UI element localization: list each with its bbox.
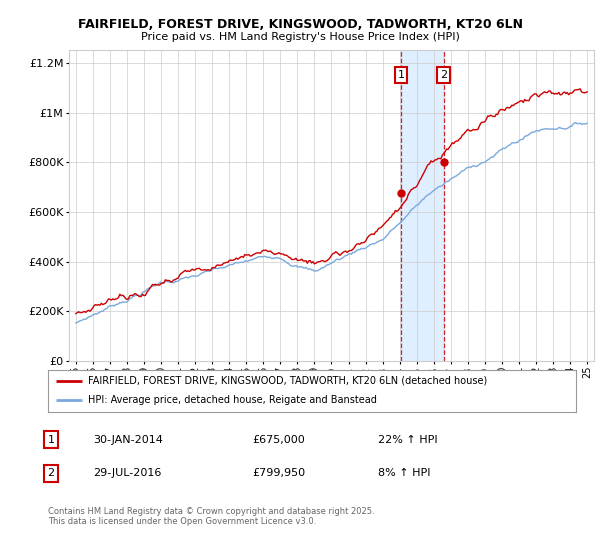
Text: 2: 2: [440, 70, 447, 80]
Text: 30-JAN-2014: 30-JAN-2014: [93, 435, 163, 445]
Text: 2: 2: [47, 468, 55, 478]
Text: Contains HM Land Registry data © Crown copyright and database right 2025.
This d: Contains HM Land Registry data © Crown c…: [48, 507, 374, 526]
Text: HPI: Average price, detached house, Reigate and Banstead: HPI: Average price, detached house, Reig…: [88, 395, 376, 405]
Text: 22% ↑ HPI: 22% ↑ HPI: [378, 435, 437, 445]
Text: FAIRFIELD, FOREST DRIVE, KINGSWOOD, TADWORTH, KT20 6LN (detached house): FAIRFIELD, FOREST DRIVE, KINGSWOOD, TADW…: [88, 376, 487, 386]
Bar: [401, 50, 443, 361]
Text: £799,950: £799,950: [252, 468, 305, 478]
Text: 1: 1: [398, 70, 404, 80]
Text: Price paid vs. HM Land Registry's House Price Index (HPI): Price paid vs. HM Land Registry's House …: [140, 32, 460, 43]
Text: 1: 1: [47, 435, 55, 445]
Text: FAIRFIELD, FOREST DRIVE, KINGSWOOD, TADWORTH, KT20 6LN: FAIRFIELD, FOREST DRIVE, KINGSWOOD, TADW…: [77, 18, 523, 31]
Text: 8% ↑ HPI: 8% ↑ HPI: [378, 468, 431, 478]
Text: 29-JUL-2016: 29-JUL-2016: [93, 468, 161, 478]
Text: £675,000: £675,000: [252, 435, 305, 445]
